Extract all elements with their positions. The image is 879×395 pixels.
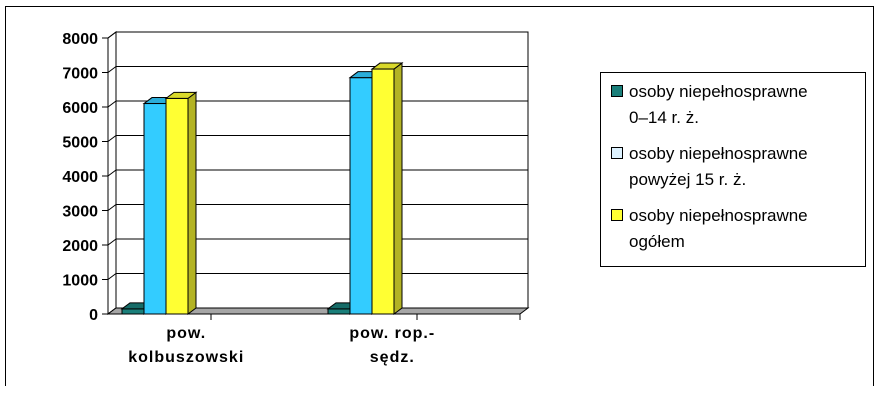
bar [327,308,351,315]
gridline-side [107,238,117,246]
y-tick-label: 8000 [62,31,98,48]
bar-top [370,62,404,70]
legend-label-over-15: osoby niepełnosprawne powyżej 15 r. ż. [629,144,808,189]
bar [371,68,395,315]
legend-swatch-0-14 [611,85,623,97]
legend-swatch-over-15 [611,147,623,159]
bar [165,97,189,315]
y-tick-label: 2000 [62,238,98,255]
gridline-side [107,204,117,211]
bar-side [393,62,403,315]
x-category-label: kolbuszowski [128,349,244,366]
x-category-label: pow. [166,325,206,342]
bar [121,308,145,315]
y-tick-label: 5000 [62,135,98,152]
gridline-side [107,169,117,177]
y-tick-label: 7000 [62,66,98,83]
bar-top [164,91,198,99]
gridline-side [107,100,117,108]
y-tick-label: 4000 [62,169,98,186]
x-category-label: sędz. [370,349,415,366]
y-tick-label: 6000 [62,100,98,117]
bar-side [187,91,197,315]
gridline-side [107,66,117,73]
chart-legend: osoby niepełnosprawne 0–14 r. ż. osoby n… [600,72,866,267]
gridline-side [107,135,117,142]
x-category-label: pow. rop.- [349,325,435,342]
gridline-side [107,273,117,280]
bar [143,103,167,315]
y-tick-label: 0 [89,307,98,324]
bar [349,77,373,315]
y-tick-label: 1000 [62,273,98,290]
legend-swatch-total [611,209,623,221]
y-tick-label: 3000 [62,204,98,221]
legend-label-0-14: osoby niepełnosprawne 0–14 r. ż. [629,82,808,127]
legend-label-total: osoby niepełnosprawne ogółem [629,206,808,251]
